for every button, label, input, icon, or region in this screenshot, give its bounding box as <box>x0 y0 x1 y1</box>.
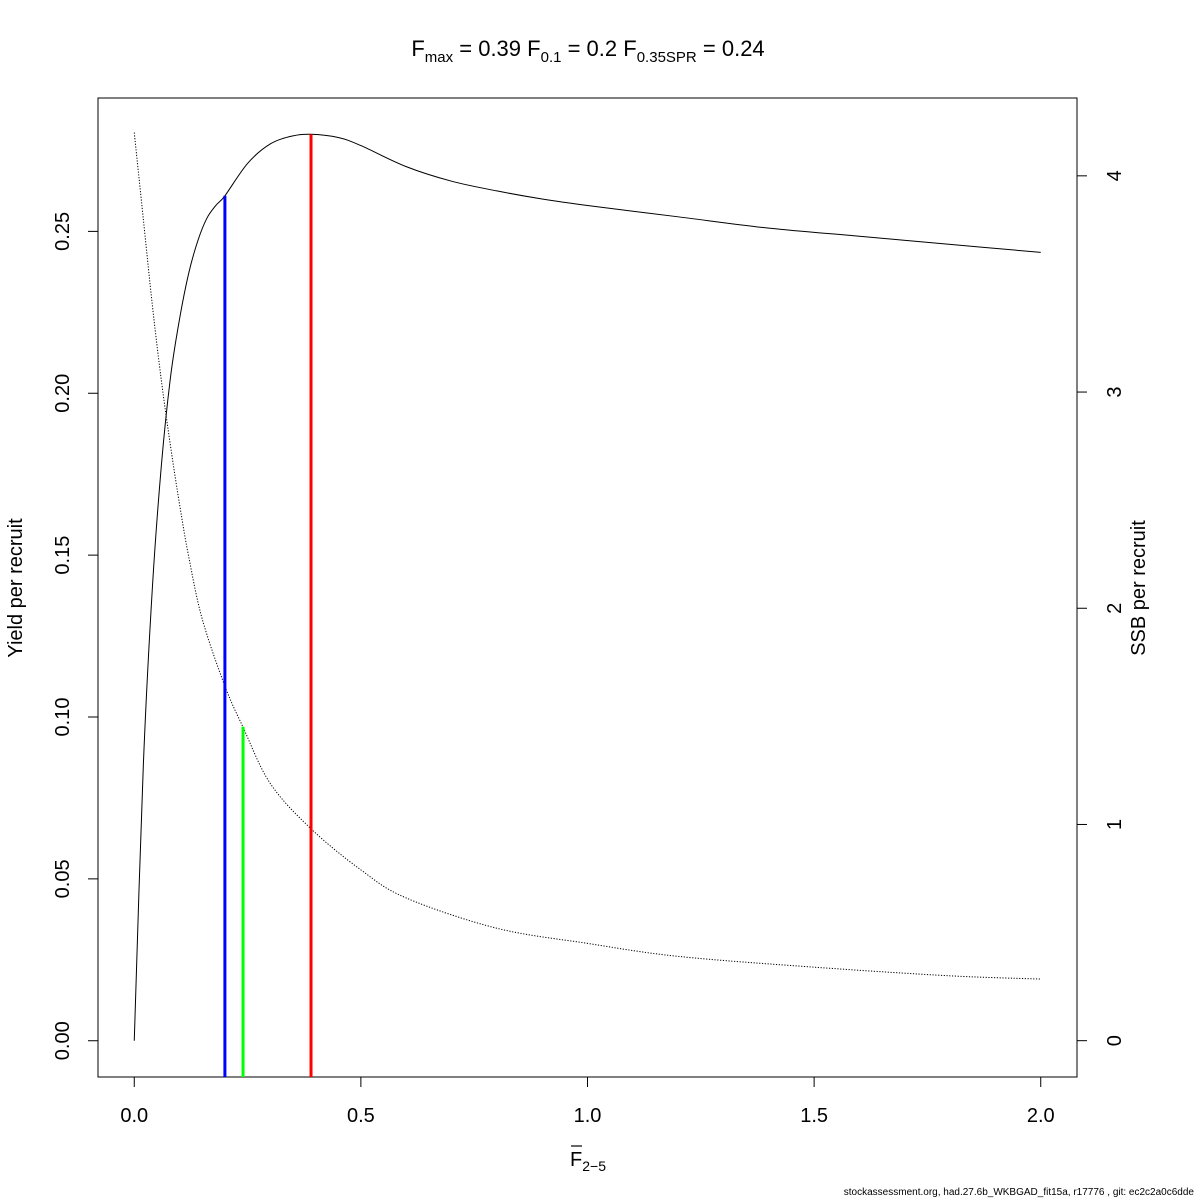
y-right-tick-label: 4 <box>1104 170 1126 181</box>
x-axis-label-symbol: F <box>570 1149 582 1171</box>
x-axis-label: F2−5 <box>570 1149 606 1174</box>
title-fmax-symbol: F <box>411 36 424 61</box>
y-right-tick-label: 1 <box>1104 819 1126 830</box>
chart-title: Fmax = 0.39 F0.1 = 0.2 F0.35SPR = 0.24 <box>411 36 764 66</box>
y-axis-label-left: Yield per recruit <box>5 518 27 658</box>
title-fmax-sub: max <box>425 49 454 66</box>
y-left-tick-label: 0.20 <box>52 374 74 413</box>
x-tick-label: 1.5 <box>800 1105 828 1127</box>
y-left-tick-label: 0.25 <box>52 212 74 251</box>
x-tick-label: 0.5 <box>347 1105 375 1127</box>
x-tick-label: 1.0 <box>574 1105 602 1127</box>
title-f01-symbol: F <box>527 36 540 61</box>
y-left-tick-label: 0.15 <box>52 536 74 575</box>
x-tick-label: 0.0 <box>120 1105 148 1127</box>
y-right-tick-label: 3 <box>1104 386 1126 397</box>
y-left-tick-label: 0.00 <box>52 1021 74 1060</box>
y-axis-left: 0.00 0.05 0.10 0.15 0.20 0.25 <box>52 212 99 1060</box>
plot-frame <box>97 97 1078 1078</box>
y-right-tick-label: 2 <box>1104 603 1126 614</box>
title-f01-value: 0.2 <box>587 36 618 61</box>
title-fspr-symbol: F <box>623 36 636 61</box>
y-left-tick-label: 0.10 <box>52 698 74 737</box>
footer-text: stockassessment.org, had.27.6b_WKBGAD_fi… <box>844 1187 1195 1198</box>
yield-per-recruit-curve <box>133 133 1041 1041</box>
title-fspr-sub: 0.35SPR <box>637 49 697 66</box>
x-axis-label-sub: 2−5 <box>582 1158 606 1174</box>
x-axis: 0.0 0.5 1.0 1.5 2.0 <box>120 1076 1055 1127</box>
x-tick-label: 2.0 <box>1027 1105 1055 1127</box>
title-fspr-value: 0.24 <box>722 36 765 61</box>
ssb-per-recruit-curve <box>133 132 1041 980</box>
series-layer <box>133 132 1041 1041</box>
title-fmax-value: 0.39 <box>478 36 521 61</box>
y-axis-label-right: SSB per recruit <box>1128 520 1150 656</box>
y-axis-right: 0 1 2 3 4 <box>1076 170 1126 1046</box>
y-left-tick-label: 0.05 <box>52 859 74 898</box>
reference-lines <box>223 134 313 1077</box>
y-right-tick-label: 0 <box>1104 1035 1126 1046</box>
title-f01-sub: 0.1 <box>541 49 562 66</box>
